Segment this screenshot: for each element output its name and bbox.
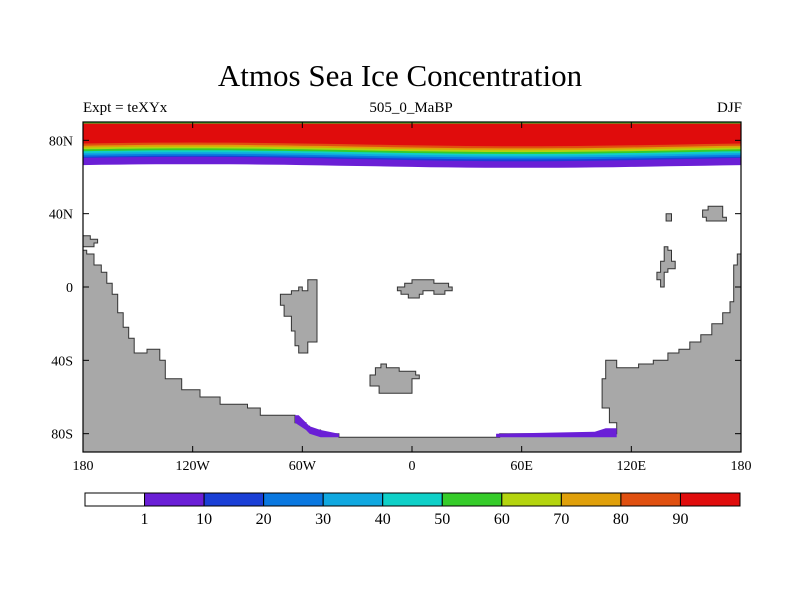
colorbar-box xyxy=(382,492,443,507)
colorbar-label: 10 xyxy=(196,511,212,528)
colorbar-box xyxy=(441,492,503,507)
land-north-west-islet xyxy=(83,235,99,248)
map-plot-area xyxy=(83,122,741,452)
land-east-island-large xyxy=(656,246,676,288)
colorbar-box xyxy=(679,492,741,507)
colorbar-box xyxy=(203,492,265,507)
y-tick-label: 80N xyxy=(49,134,73,149)
colorbar-box xyxy=(620,492,681,507)
season-label: DJF xyxy=(716,100,742,116)
x-tick-label: 60E xyxy=(510,459,533,474)
southern-sea-ice-1 xyxy=(295,415,339,438)
colorbar-label: 20 xyxy=(256,511,272,528)
x-tick-label: 0 xyxy=(409,459,416,474)
y-tick-label: 80S xyxy=(51,428,73,443)
x-tick-label: 180 xyxy=(73,459,94,474)
colorbar-box xyxy=(322,492,384,507)
x-tick-label: 120E xyxy=(617,459,647,474)
sea-ice-band-90 xyxy=(83,123,741,147)
y-tick-label: 40N xyxy=(49,208,73,223)
colorbar: 1 10 20 30 40 50 60 70 80 90 xyxy=(84,492,741,528)
chart-title: Atmos Sea Ice Concentration xyxy=(217,58,583,93)
x-tick-label: 60W xyxy=(289,459,317,474)
colorbar-label: 40 xyxy=(375,511,391,528)
land-east-islet-small xyxy=(665,213,672,222)
colorbar-label: 70 xyxy=(553,511,569,528)
land-southern-island xyxy=(369,363,420,394)
axes: 180 120W 60W 0 60E 120E 180 80N 40N 0 40S 80S xyxy=(49,122,752,474)
colorbar-box xyxy=(501,492,562,507)
y-tick-label: 0 xyxy=(66,281,73,296)
experiment-label: Expt = teXYx xyxy=(83,100,168,116)
colorbar-box xyxy=(84,492,146,507)
colorbar-label: 90 xyxy=(672,511,688,528)
colorbar-label: 80 xyxy=(613,511,629,528)
colorbar-label: 60 xyxy=(494,511,510,528)
land-tropical-island-west xyxy=(279,279,318,354)
colorbar-label: 1 xyxy=(141,511,149,528)
y-tick-label: 40S xyxy=(51,354,73,369)
x-tick-label: 180 xyxy=(731,459,752,474)
land-east-islet-ne xyxy=(702,205,727,222)
period-label: 505_0_MaBP xyxy=(369,100,453,116)
colorbar-box xyxy=(263,492,324,507)
colorbar-label: 50 xyxy=(434,511,450,528)
colorbar-label: 30 xyxy=(315,511,331,528)
colorbar-box xyxy=(144,492,205,507)
southern-sea-ice-2 xyxy=(496,428,617,438)
colorbar-box xyxy=(560,492,622,507)
x-tick-label: 120W xyxy=(176,459,211,474)
land-equatorial-island xyxy=(396,279,453,299)
